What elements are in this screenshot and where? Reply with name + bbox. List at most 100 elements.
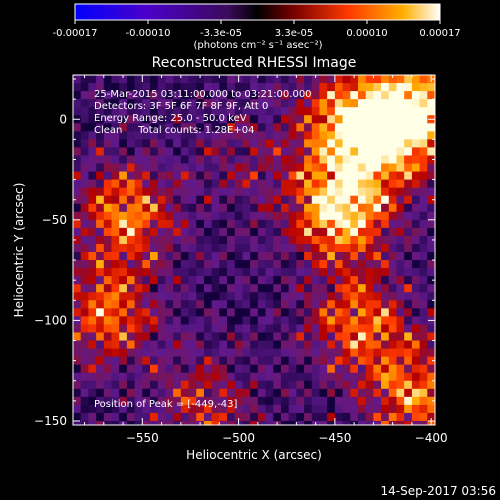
- heatmap-cell: [196, 404, 205, 414]
- heatmap-cell: [427, 187, 435, 197]
- heatmap-cell: [288, 235, 297, 245]
- heatmap-cell: [265, 203, 274, 213]
- heatmap-cell: [173, 155, 182, 165]
- heatmap-cell: [273, 260, 282, 269]
- heatmap-cell: [96, 227, 105, 237]
- heatmap-cell: [419, 131, 428, 140]
- heatmap-cell: [396, 83, 405, 92]
- heatmap-cell: [211, 83, 220, 92]
- heatmap-cell: [73, 227, 82, 237]
- heatmap-cell: [273, 203, 282, 213]
- heatmap-cell: [280, 163, 290, 173]
- heatmap-cell: [419, 107, 428, 116]
- heatmap-cell: [150, 420, 159, 425]
- heatmap-cell: [288, 211, 297, 221]
- heatmap-cell: [342, 211, 351, 221]
- heatmap-cell: [242, 131, 251, 140]
- heatmap-cell: [257, 300, 267, 309]
- heatmap-cell: [334, 171, 344, 181]
- heatmap-cell: [265, 284, 274, 293]
- heatmap-cell: [242, 83, 251, 92]
- heatmap-cell: [388, 356, 398, 366]
- heatmap-cell: [157, 243, 167, 253]
- heatmap-cell: [219, 268, 228, 277]
- heatmap-cell: [73, 107, 82, 116]
- heatmap-cell: [257, 219, 267, 229]
- heatmap-cell: [404, 404, 413, 414]
- heatmap-cell: [234, 396, 244, 406]
- heatmap-cell: [227, 372, 236, 382]
- heatmap-cell: [334, 332, 344, 342]
- heatmap-cell: [103, 211, 113, 221]
- heatmap-cell: [381, 348, 390, 358]
- heatmap-cell: [142, 276, 151, 285]
- heatmap-cell: [411, 380, 421, 390]
- heatmap-cell: [188, 155, 197, 165]
- heatmap-cell: [227, 404, 236, 414]
- heatmap-cell: [119, 284, 128, 293]
- heatmap-cell: [103, 308, 113, 317]
- heatmap-cell: [203, 396, 213, 406]
- heatmap-cell: [250, 155, 259, 165]
- heatmap-cell: [111, 404, 120, 414]
- heatmap-cell: [111, 348, 120, 358]
- heatmap-cell: [211, 115, 220, 124]
- heatmap-cell: [311, 147, 321, 157]
- heatmap-cell: [119, 252, 128, 261]
- heatmap-cell: [327, 268, 336, 277]
- heatmap-cell: [411, 316, 421, 326]
- heatmap-cell: [219, 420, 228, 425]
- heatmap-cell: [211, 268, 220, 277]
- heatmap-cell: [334, 139, 344, 149]
- heatmap-cell: [357, 107, 367, 116]
- heatmap-cell: [311, 243, 321, 253]
- heatmap-cell: [134, 219, 143, 229]
- heatmap-cell: [211, 75, 220, 84]
- heatmap-cell: [334, 211, 344, 221]
- heatmap-cell: [73, 91, 82, 100]
- heatmap-cell: [388, 187, 398, 197]
- colorbar-gradient: [74, 3, 441, 21]
- heatmap-cell: [427, 99, 435, 108]
- heatmap-cell: [219, 147, 228, 157]
- heatmap-cell: [319, 115, 328, 124]
- heatmap-cell: [357, 195, 367, 205]
- heatmap-cell: [203, 292, 213, 301]
- heatmap-cell: [404, 252, 413, 261]
- heatmap-cell: [411, 179, 421, 189]
- heatmap-cell: [242, 404, 251, 414]
- heatmap-cell: [411, 171, 421, 181]
- heatmap-cell: [103, 316, 113, 326]
- heatmap-cell: [250, 324, 259, 334]
- heatmap-cell: [319, 83, 328, 92]
- heatmap-cell: [388, 227, 398, 237]
- heatmap-cell: [88, 131, 97, 140]
- heatmap-cell: [381, 131, 390, 140]
- heatmap-cell: [142, 308, 151, 317]
- heatmap-cell: [373, 260, 382, 269]
- heatmap-cell: [265, 420, 274, 425]
- heatmap-cell: [404, 115, 413, 124]
- heatmap-cell: [319, 99, 328, 108]
- heatmap-cell: [165, 284, 174, 293]
- heatmap-cell: [381, 308, 390, 317]
- heatmap-cell: [157, 380, 167, 390]
- heatmap-cell: [265, 131, 274, 140]
- heatmap-cell: [111, 139, 120, 149]
- heatmap-cell: [342, 163, 351, 173]
- heatmap-cell: [327, 83, 336, 92]
- heatmap-cell: [196, 292, 205, 301]
- heatmap-cell: [203, 300, 213, 309]
- heatmap-cell: [350, 332, 359, 342]
- heatmap-cell: [80, 372, 90, 382]
- heatmap-cell: [173, 412, 182, 422]
- heatmap-cell: [134, 179, 143, 189]
- heatmap-cell: [381, 99, 390, 108]
- heatmap-cell: [196, 163, 205, 173]
- heatmap-cell: [126, 163, 136, 173]
- heatmap-cell: [126, 243, 136, 253]
- heatmap-cell: [404, 195, 413, 205]
- heatmap-cell: [288, 107, 297, 116]
- heatmap-cell: [242, 292, 251, 301]
- heatmap-cell: [211, 420, 220, 425]
